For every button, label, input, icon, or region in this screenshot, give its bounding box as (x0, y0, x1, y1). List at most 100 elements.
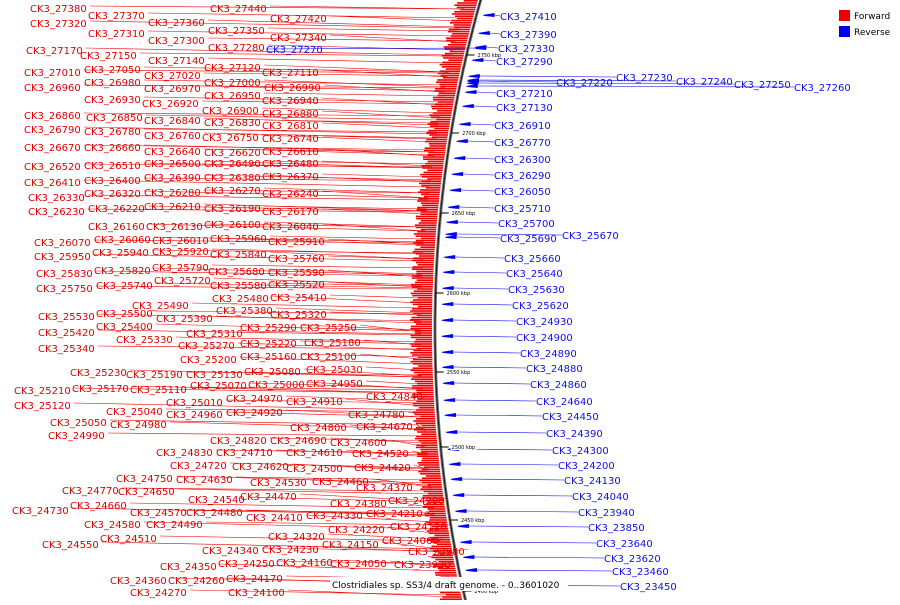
reverse-gene-arrow (441, 286, 454, 290)
forward-gene-label: CK3_27350 (208, 26, 265, 37)
forward-connector (143, 162, 432, 169)
reverse-gene-label: CK3_23460 (612, 567, 669, 578)
forward-connector (153, 236, 425, 243)
reverse-gene-label: CK3_25690 (500, 234, 557, 245)
forward-gene-arrow (426, 523, 448, 526)
reverse-gene-arrow (443, 398, 456, 402)
forward-gene-label: CK3_27280 (208, 43, 265, 54)
forward-gene-arrow (421, 459, 439, 462)
forward-gene-label: CK3_24510 (100, 534, 157, 545)
forward-gene-arrow (430, 536, 450, 539)
forward-gene-label: CK3_24100 (228, 588, 285, 599)
reverse-gene-label: CK3_24890 (520, 349, 577, 360)
forward-gene-label: CK3_24710 (216, 448, 273, 459)
forward-gene-arrow (443, 46, 466, 48)
forward-connector (85, 47, 453, 56)
forward-connector (345, 449, 428, 458)
forward-gene-label: CK3_26810 (262, 121, 319, 132)
forward-connector (155, 323, 422, 332)
forward-gene-label: CK3_26270 (204, 186, 261, 197)
forward-gene-arrow (429, 517, 447, 519)
forward-gene-label: CK3_24990 (48, 431, 105, 442)
forward-gene-arrow (410, 325, 432, 328)
forward-gene-label: CK3_24380 (330, 499, 387, 510)
forward-gene-label: CK3_26670 (24, 143, 81, 154)
forward-gene-label: CK3_24350 (160, 562, 217, 573)
forward-gene-label: CK3_25170 (72, 384, 129, 395)
forward-gene-label: CK3_27140 (148, 56, 205, 67)
forward-gene-label: CK3_25250 (300, 323, 357, 334)
forward-gene-arrow (412, 286, 433, 288)
forward-gene-arrow (413, 371, 433, 374)
forward-gene-label: CK3_23980 (408, 547, 465, 558)
reverse-connector (478, 79, 677, 82)
forward-gene-arrow (463, 0, 478, 2)
forward-gene-arrow (410, 292, 433, 295)
forward-connector (203, 203, 427, 212)
forward-gene-arrow (428, 501, 445, 504)
forward-connector (143, 79, 447, 86)
reverse-connector (468, 525, 589, 528)
forward-connector (371, 478, 432, 487)
forward-gene-label: CK3_25790 (152, 263, 209, 274)
forward-gene-label: CK3_27310 (88, 29, 145, 40)
reverse-gene-arrow (442, 270, 455, 274)
forward-gene-label: CK3_25340 (38, 344, 95, 355)
forward-gene-arrow (428, 151, 446, 154)
forward-gene-arrow (447, 44, 467, 46)
forward-gene-arrow (450, 35, 469, 37)
reverse-connector (489, 32, 501, 35)
forward-gene-arrow (416, 389, 434, 391)
reverse-connector (459, 206, 495, 209)
forward-gene-arrow (423, 466, 440, 468)
reverse-connector (460, 463, 559, 466)
forward-gene-label: CK3_25830 (36, 269, 93, 280)
reverse-connector (453, 366, 527, 369)
reverse-connector (453, 319, 517, 322)
forward-gene-label: CK3_25490 (132, 301, 189, 312)
forward-gene-label: CK3_26750 (202, 133, 259, 144)
forward-gene-label: CK3_24210 (366, 509, 423, 520)
reverse-gene-label: CK3_24640 (536, 397, 593, 408)
forward-gene-arrow (415, 261, 434, 264)
forward-gene-label: CK3_25420 (38, 328, 95, 339)
reverse-gene-label: CK3_24860 (530, 380, 587, 391)
reverse-gene-label: CK3_27220 (556, 78, 613, 89)
forward-gene-label: CK3_24530 (250, 478, 307, 489)
forward-gene-arrow (428, 492, 443, 495)
reverse-connector (453, 351, 521, 354)
position-tick-label: 2750 kbp (478, 53, 502, 59)
forward-gene-arrow (436, 81, 458, 83)
forward-gene-label: CK3_26040 (262, 222, 319, 233)
forward-gene-arrow (437, 567, 456, 570)
forward-connector (329, 15, 461, 22)
forward-gene-arrow (418, 222, 437, 224)
forward-connector (97, 329, 422, 336)
forward-gene-label: CK3_26380 (204, 173, 261, 184)
forward-gene-label: CK3_24830 (156, 448, 213, 459)
forward-gene-arrow (412, 250, 435, 253)
forward-gene-arrow (412, 277, 434, 279)
reverse-gene-label: CK3_25710 (494, 204, 551, 215)
forward-connector (95, 270, 423, 277)
forward-gene-arrow (429, 519, 447, 521)
forward-gene-arrow (423, 503, 445, 506)
forward-connector (263, 92, 444, 97)
forward-gene-arrow (440, 591, 461, 594)
forward-gene-arrow (432, 112, 452, 114)
forward-gene-arrow (413, 404, 435, 407)
forward-gene-label: CK3_24470 (240, 492, 297, 503)
forward-gene-label: CK3_25820 (94, 266, 151, 277)
reverse-gene-arrow (441, 334, 454, 338)
forward-connector (321, 208, 427, 215)
forward-connector (143, 144, 435, 153)
forward-gene-label: CK3_24460 (312, 477, 369, 488)
reverse-gene-arrow (474, 46, 487, 50)
forward-connector (261, 134, 436, 143)
reverse-connector (454, 271, 507, 274)
forward-connector (327, 533, 440, 540)
forward-gene-arrow (441, 66, 461, 68)
forward-connector (321, 223, 426, 232)
forward-gene-label: CK3_25960 (210, 234, 267, 245)
forward-gene-arrow (454, 4, 477, 6)
